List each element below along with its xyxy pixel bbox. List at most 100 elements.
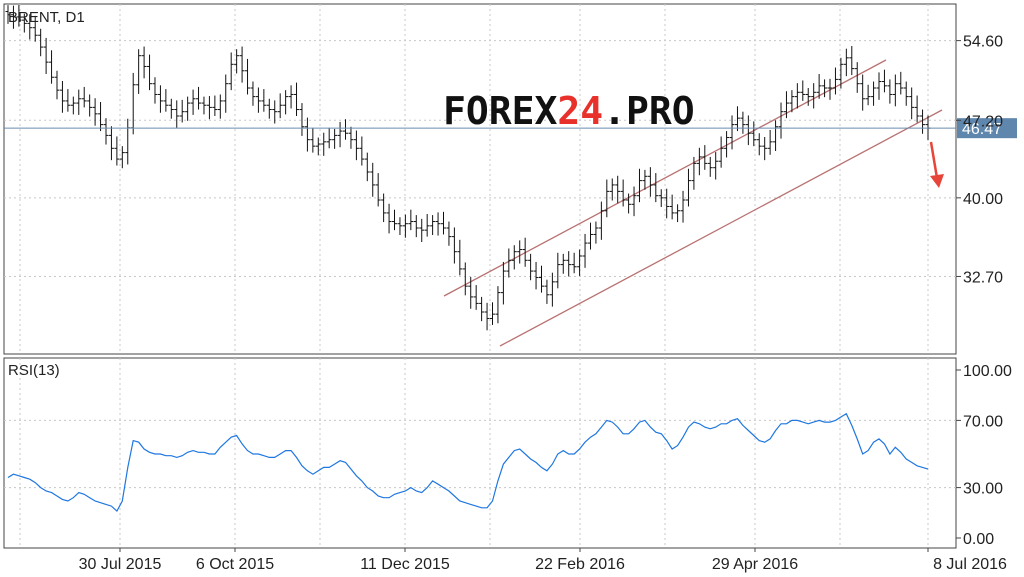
ohlc-bar — [500, 261, 506, 305]
ohlc-bar — [446, 221, 452, 246]
y-tick-label: 54.60 — [963, 34, 1003, 51]
ohlc-bar — [479, 296, 485, 322]
ohlc-bar — [179, 99, 185, 123]
ohlc-bar — [266, 98, 272, 119]
rsi-tick-label: 30.00 — [963, 481, 1003, 498]
date-x-axis: 30 Jul 2015 6 Oct 2015 11 Dec 2015 22 Feb 2… — [79, 548, 1007, 573]
ohlc-bar — [217, 94, 223, 119]
ohlc-bar — [163, 89, 169, 112]
price-panel-title: BRENT, D1 — [8, 9, 85, 26]
ohlc-bar — [822, 79, 828, 98]
y-tick-label: 32.70 — [963, 269, 1003, 286]
ohlc-bar — [903, 81, 909, 106]
ohlc-bar — [685, 168, 691, 207]
ohlc-bar — [495, 286, 501, 324]
ohlc-bar — [157, 85, 163, 113]
ohlc-bar — [114, 136, 120, 166]
x-tick-label: 11 Dec 2015 — [360, 556, 450, 573]
rsi-tick-label: 0.00 — [963, 531, 994, 548]
channel-lower-line — [499, 109, 943, 347]
ohlc-bar — [664, 188, 670, 219]
ohlc-bar — [337, 121, 343, 148]
ohlc-bar — [353, 130, 359, 161]
ohlc-bar — [408, 209, 414, 231]
ohlc-bar — [288, 85, 294, 109]
ohlc-bar — [402, 214, 408, 238]
ohlc-bar — [299, 103, 305, 136]
ohlc-bar — [724, 131, 730, 158]
ohlc-bar — [103, 118, 109, 145]
ohlc-bar — [21, 13, 27, 33]
ohlc-bar — [59, 81, 65, 113]
y-tick-label: 40.00 — [963, 191, 1003, 208]
ohlc-bar — [778, 102, 784, 139]
ohlc-bar — [734, 106, 740, 132]
ohlc-bar — [81, 86, 87, 108]
ohlc-bar — [838, 57, 844, 89]
ohlc-bar — [261, 89, 267, 112]
ohlc-bar — [843, 48, 849, 77]
ohlc-bar — [745, 115, 751, 146]
watermark-logo: FOREX24.PRO — [443, 89, 695, 133]
ohlc-bar — [767, 130, 773, 155]
ohlc-bar — [206, 96, 212, 120]
ohlc-bar — [250, 81, 256, 106]
ohlc-bar — [609, 178, 615, 201]
ohlc-bar — [865, 84, 871, 106]
ohlc-bar — [615, 175, 621, 204]
ohlc-bar — [631, 186, 637, 217]
ohlc-bar — [272, 100, 278, 124]
ohlc-bar — [914, 95, 920, 123]
ohlc-bar — [108, 126, 114, 161]
ohlc-bar — [54, 70, 60, 100]
price-channel — [443, 59, 943, 347]
ohlc-bar — [887, 79, 893, 104]
ohlc-bar — [43, 37, 49, 74]
ohlc-bar — [881, 69, 887, 93]
ohlc-bar — [223, 74, 229, 113]
ohlc-bar — [392, 209, 398, 231]
ohlc-bar — [756, 133, 762, 156]
ohlc-bar — [647, 167, 653, 197]
ohlc-bar — [468, 277, 474, 309]
ohlc-bar — [783, 91, 789, 119]
ohlc-bar — [413, 215, 419, 238]
ohlc-bar — [451, 227, 457, 264]
ohlc-bar — [16, 5, 22, 27]
ohlc-bar — [528, 253, 534, 281]
ohlc-bar — [876, 72, 882, 100]
price-y-axis: 54.60 47.20 40.00 32.70 — [956, 34, 1003, 286]
ohlc-bar — [920, 109, 926, 134]
ohlc-bar — [255, 87, 261, 113]
ohlc-bar — [789, 90, 795, 113]
ohlc-bar — [707, 156, 713, 177]
watermark-part1: FOREX — [443, 89, 558, 133]
ohlc-bar — [457, 239, 463, 276]
ohlc-bar — [909, 87, 915, 120]
ohlc-bar — [636, 168, 642, 203]
rsi-tick-label: 70.00 — [963, 413, 1003, 430]
ohlc-bar — [239, 46, 245, 83]
current-price-badge — [957, 118, 1017, 139]
ohlc-bar — [713, 152, 719, 180]
ohlc-bar — [375, 173, 381, 207]
ohlc-bar — [364, 152, 370, 182]
ohlc-bar — [593, 221, 599, 244]
ohlc-bar — [854, 62, 860, 93]
ohlc-bar — [511, 245, 517, 270]
ohlc-bar — [152, 77, 158, 104]
ohlc-bar — [560, 253, 566, 274]
ohlc-bar — [642, 169, 648, 190]
ohlc-bar — [245, 58, 251, 95]
ohlc-bar — [462, 262, 468, 296]
ohlc-bar — [234, 49, 240, 74]
ohlc-bar — [696, 147, 702, 176]
ohlc-bar — [277, 93, 283, 119]
ohlc-bar — [87, 94, 93, 117]
ohlc-bar — [10, 5, 16, 29]
ohlc-bar — [397, 217, 403, 235]
ohlc-bar — [555, 252, 561, 289]
ohlc-bar — [898, 71, 904, 95]
ohlc-bar — [174, 100, 180, 128]
ohlc-bar — [582, 233, 588, 268]
